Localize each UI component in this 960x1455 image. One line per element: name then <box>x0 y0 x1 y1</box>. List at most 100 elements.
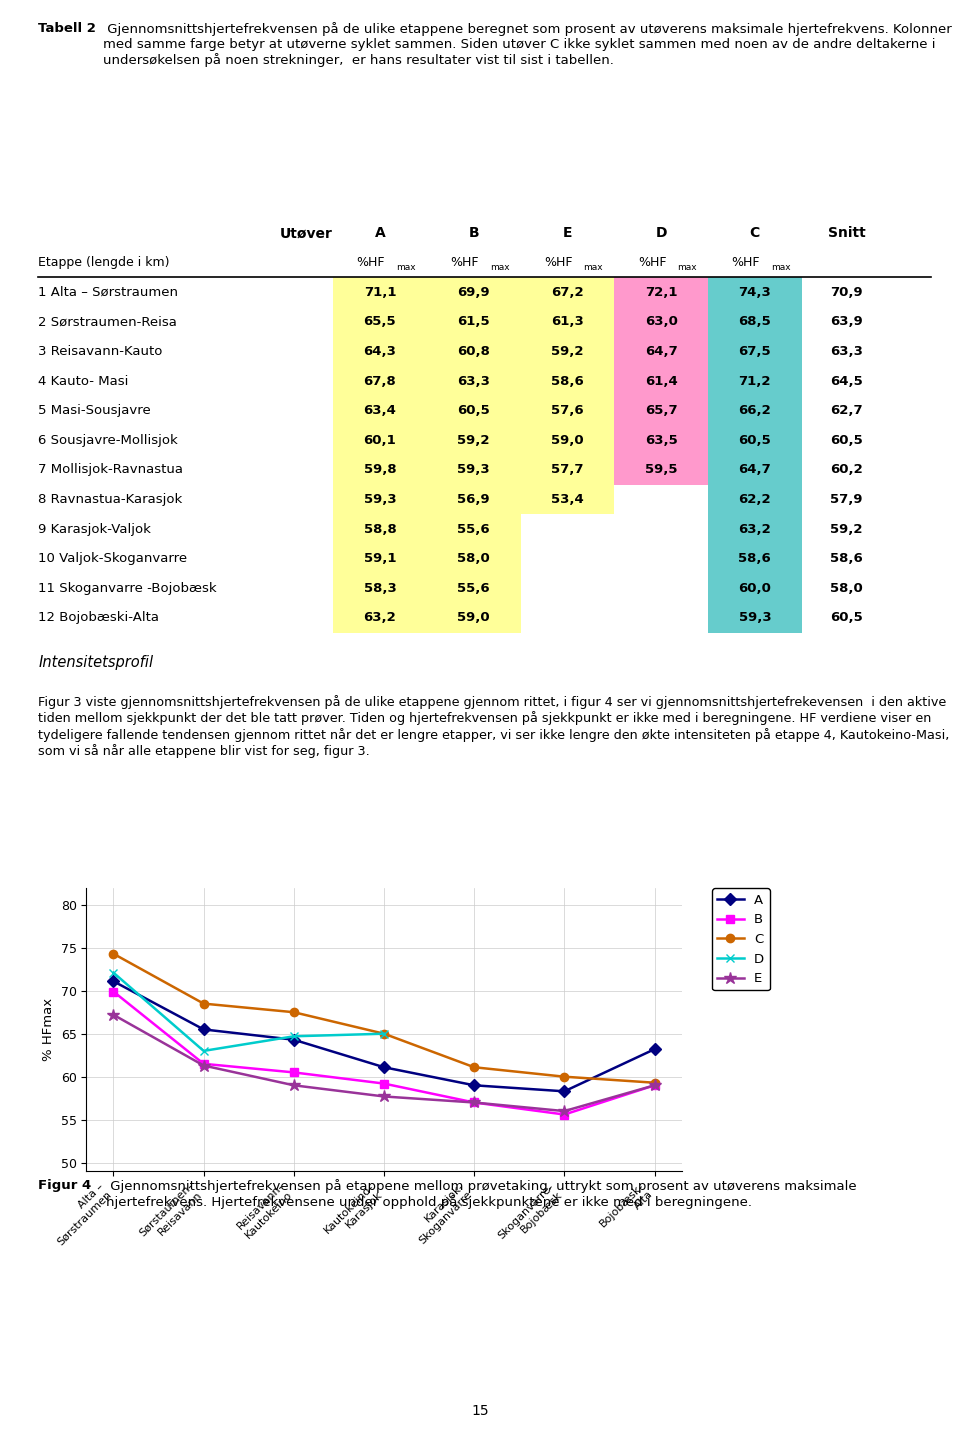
Bar <box>520 367 614 396</box>
Bar <box>708 544 802 573</box>
Text: 65,7: 65,7 <box>645 404 678 418</box>
Text: 61,3: 61,3 <box>551 316 584 329</box>
Text: 10 Valjok-Skoganvarre: 10 Valjok-Skoganvarre <box>38 551 187 565</box>
Y-axis label: % HFmax: % HFmax <box>42 998 55 1061</box>
Bar <box>427 425 520 455</box>
Bar <box>708 485 802 514</box>
Text: 61,4: 61,4 <box>645 374 678 387</box>
Text: 59,2: 59,2 <box>457 434 490 447</box>
Text: 72,1: 72,1 <box>645 285 678 298</box>
Text: 59,5: 59,5 <box>645 463 678 476</box>
Bar <box>614 425 708 455</box>
Text: 57,7: 57,7 <box>551 463 584 476</box>
Bar <box>708 514 802 544</box>
Bar <box>520 278 614 307</box>
Text: 59,2: 59,2 <box>830 522 863 535</box>
Bar <box>614 367 708 396</box>
Text: Utøver: Utøver <box>280 226 333 240</box>
Text: %HF: %HF <box>450 256 479 269</box>
Text: B: B <box>468 226 479 240</box>
Text: 64,7: 64,7 <box>738 463 771 476</box>
Bar <box>520 307 614 336</box>
Text: 62,2: 62,2 <box>738 493 771 506</box>
Text: Snitt: Snitt <box>828 226 865 240</box>
Text: 64,5: 64,5 <box>830 374 863 387</box>
Bar <box>427 336 520 367</box>
Text: Tabell 2: Tabell 2 <box>38 22 96 35</box>
Text: 58,0: 58,0 <box>830 582 863 595</box>
Text: 64,7: 64,7 <box>645 345 678 358</box>
Text: 63,5: 63,5 <box>645 434 678 447</box>
Text: 15: 15 <box>471 1404 489 1419</box>
Bar <box>614 396 708 425</box>
Text: 3 Reisavann-Kauto: 3 Reisavann-Kauto <box>38 345 163 358</box>
Text: C: C <box>750 226 760 240</box>
Bar <box>333 544 427 573</box>
Text: 70,9: 70,9 <box>830 285 863 298</box>
Text: 67,2: 67,2 <box>551 285 584 298</box>
Text: %HF: %HF <box>357 256 385 269</box>
Text: %HF: %HF <box>638 256 666 269</box>
Text: 9 Karasjok-Valjok: 9 Karasjok-Valjok <box>38 522 152 535</box>
Text: 67,5: 67,5 <box>738 345 771 358</box>
Text: max: max <box>396 263 416 272</box>
Text: 59,3: 59,3 <box>457 463 490 476</box>
Bar <box>333 455 427 485</box>
Bar <box>708 455 802 485</box>
Bar <box>333 336 427 367</box>
Text: 5 Masi-Sousjavre: 5 Masi-Sousjavre <box>38 404 151 418</box>
Text: max: max <box>677 263 697 272</box>
Text: 55,6: 55,6 <box>457 582 490 595</box>
Text: 60,5: 60,5 <box>830 611 863 624</box>
Bar <box>427 455 520 485</box>
Bar <box>427 396 520 425</box>
Text: 71,2: 71,2 <box>738 374 771 387</box>
Text: 59,0: 59,0 <box>457 611 490 624</box>
Text: 57,9: 57,9 <box>830 493 863 506</box>
Bar <box>333 485 427 514</box>
Text: 63,3: 63,3 <box>457 374 490 387</box>
Text: A: A <box>374 226 385 240</box>
Legend: A, B, C, D, E: A, B, C, D, E <box>712 889 770 991</box>
Bar <box>333 573 427 602</box>
Text: %HF: %HF <box>544 256 573 269</box>
Text: 59,1: 59,1 <box>364 551 396 565</box>
Text: 69,9: 69,9 <box>457 285 490 298</box>
Bar <box>520 396 614 425</box>
Text: 63,2: 63,2 <box>738 522 771 535</box>
Text: Intensitetsprofil: Intensitetsprofil <box>38 655 154 669</box>
Text: 4 Kauto- Masi: 4 Kauto- Masi <box>38 374 129 387</box>
Text: 1 Alta – Sørstraumen: 1 Alta – Sørstraumen <box>38 285 179 298</box>
Bar <box>333 307 427 336</box>
Text: 65,5: 65,5 <box>364 316 396 329</box>
Bar <box>614 278 708 307</box>
Text: 59,8: 59,8 <box>364 463 396 476</box>
Text: 62,7: 62,7 <box>830 404 863 418</box>
Text: 63,4: 63,4 <box>364 404 396 418</box>
Text: Figur 4: Figur 4 <box>38 1179 91 1192</box>
Text: 60,2: 60,2 <box>830 463 863 476</box>
Bar <box>520 425 614 455</box>
Text: max: max <box>490 263 510 272</box>
Bar <box>708 602 802 633</box>
Bar <box>520 336 614 367</box>
Bar <box>708 307 802 336</box>
Text: 71,1: 71,1 <box>364 285 396 298</box>
Text: 60,1: 60,1 <box>364 434 396 447</box>
Text: Gjennomsnittshjertefrekvensen på etappene mellom prøvetaking, uttrykt som prosen: Gjennomsnittshjertefrekvensen på etappen… <box>107 1179 857 1209</box>
Text: 61,5: 61,5 <box>457 316 490 329</box>
Bar <box>427 573 520 602</box>
Text: max: max <box>771 263 791 272</box>
Bar <box>708 278 802 307</box>
Bar <box>427 602 520 633</box>
Bar <box>708 573 802 602</box>
Text: 60,5: 60,5 <box>830 434 863 447</box>
Text: 8 Ravnastua-Karasjok: 8 Ravnastua-Karasjok <box>38 493 182 506</box>
Text: 58,6: 58,6 <box>738 551 771 565</box>
Text: 63,9: 63,9 <box>830 316 863 329</box>
Text: Etappe (lengde i km): Etappe (lengde i km) <box>38 256 170 269</box>
Bar <box>614 455 708 485</box>
Text: 63,3: 63,3 <box>830 345 863 358</box>
Text: 56,9: 56,9 <box>457 493 490 506</box>
Bar <box>427 514 520 544</box>
